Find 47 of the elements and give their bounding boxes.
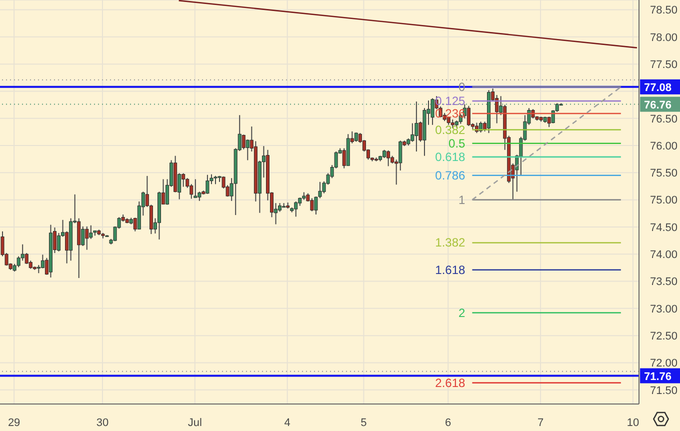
x-tick-label: 7 (537, 416, 544, 429)
y-tick-label: 74.50 (650, 222, 678, 234)
candlestick (386, 150, 390, 167)
series-label: 0.382 (435, 122, 466, 137)
x-tick-label: 5 (360, 416, 367, 429)
series-label: 2.618 (435, 376, 466, 390)
series-label: 2 (458, 306, 466, 320)
y-tick-label: 71.50 (650, 384, 678, 397)
candlestick (57, 232, 61, 252)
candlestick (206, 174, 210, 194)
y-tick-label: 73.50 (650, 276, 678, 288)
x-tick-label: 10 (626, 416, 640, 429)
candlestick (85, 226, 89, 250)
x-tick-label: 4 (284, 416, 290, 429)
y-tick-label: 72.50 (650, 330, 678, 342)
series-label: 0.5 (448, 136, 466, 150)
y-tick-label: 78.00 (650, 32, 678, 44)
y-tick-label: 72.00 (650, 358, 678, 370)
candlestick (310, 198, 314, 212)
y-tick-label: 74.00 (650, 249, 678, 262)
y-tick-label: 76.00 (650, 140, 678, 152)
series-label: 0.786 (435, 168, 466, 182)
series-label: 1 (458, 192, 466, 207)
y-tick-label: 77.50 (650, 58, 678, 71)
candlestick (414, 101, 418, 152)
y-tick-label: 75.00 (650, 194, 678, 207)
candlestick (194, 178, 198, 198)
y-tick-label: 73.00 (650, 303, 678, 316)
y-tick-label: 78.50 (650, 4, 678, 17)
x-tick-label: 30 (96, 416, 109, 429)
candlestick (89, 224, 93, 240)
y-tick-label: 76.50 (650, 113, 678, 126)
ref-line-label: 76.76 (644, 99, 672, 112)
candlestick (466, 105, 470, 126)
x-tick-label: 6 (445, 416, 452, 429)
candlestick (246, 139, 250, 161)
x-tick-label: Jul (188, 416, 202, 429)
series-label: 1.618 (435, 262, 466, 277)
x-tick-label: 29 (8, 416, 20, 429)
candlestick (430, 98, 434, 126)
y-tick-label: 75.50 (650, 168, 678, 180)
series-label: 1.382 (435, 236, 466, 250)
candlestick (294, 200, 298, 218)
ref-line-label: 71.76 (644, 370, 672, 383)
series-label: 0.618 (435, 150, 466, 164)
candlestick (410, 122, 414, 142)
ref-line-label: 77.08 (644, 82, 672, 94)
